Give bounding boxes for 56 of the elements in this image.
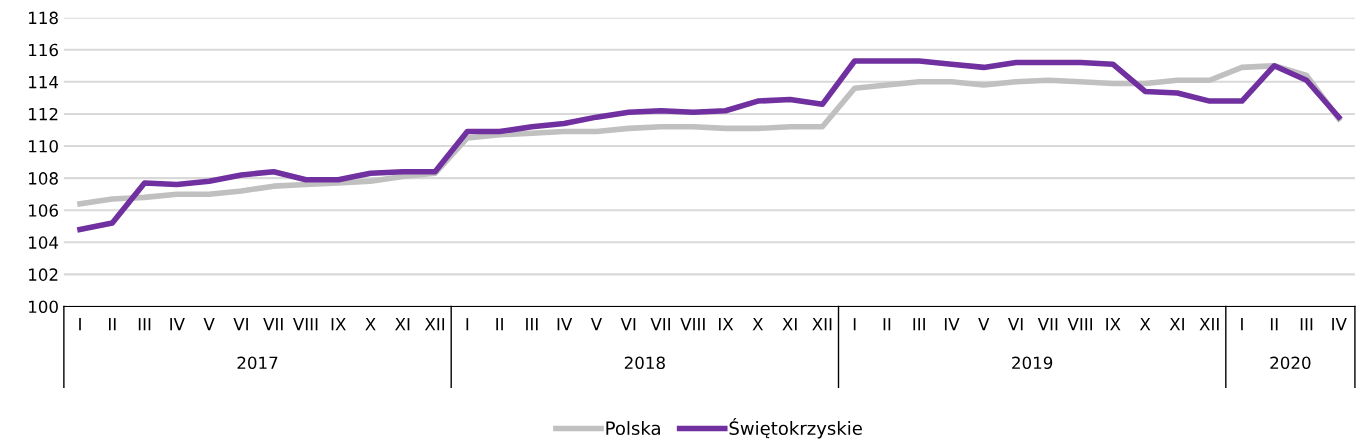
y-tick-label: 100 [29, 300, 58, 314]
x-tick-label: X [752, 318, 763, 331]
x-tick-label: XII [812, 318, 832, 331]
x-tick-label: IX [1106, 318, 1121, 331]
x-tick-label: VI [620, 318, 636, 331]
x-tick-label: VI [233, 318, 248, 331]
x-tick-label: III [138, 318, 151, 331]
x-tick-label: XII [424, 318, 445, 331]
x-tick-label: VI [1007, 318, 1023, 331]
y-tick-label: 108 [29, 172, 58, 185]
x-tick-label: X [365, 318, 376, 331]
x-tick-label: I [853, 318, 856, 331]
x-tick-label: XI [395, 318, 410, 331]
x-tick-label: V [978, 318, 990, 331]
x-tick-label: I [466, 318, 469, 331]
x-tick-label: VIII [293, 318, 318, 331]
y-tick-label: 114 [29, 76, 59, 89]
x-tick-label: II [1270, 318, 1278, 331]
x-tick-label: XII [1199, 318, 1219, 331]
x-tick-label: XI [1169, 318, 1184, 331]
x-tick-label: IV [1332, 318, 1347, 331]
y-tick-label: 118 [29, 11, 58, 25]
x-tick-label: VII [650, 318, 670, 331]
x-tick-label: II [883, 318, 891, 331]
y-tick-label: 106 [29, 204, 58, 217]
x-tick-label: X [1139, 318, 1151, 331]
x-tick-label: I [79, 318, 81, 331]
x-tick-label: II [109, 318, 116, 331]
text: 2019 [1012, 356, 1053, 370]
text: 2020 [1270, 356, 1311, 370]
x-tick-label: IV [944, 318, 960, 331]
x-tick-label: III [526, 318, 538, 331]
x-tick-label: VIII [1067, 318, 1093, 331]
x-tick-label: XI [782, 318, 797, 331]
x-tick-label: II [496, 318, 503, 331]
y-tick-label: 116 [29, 43, 58, 57]
x-tick-label: VIII [680, 318, 705, 331]
y-tick-label: 112 [29, 107, 58, 121]
x-tick-label: IX [719, 318, 734, 331]
x-tick-label: VII [263, 318, 283, 331]
x-tick-label: IV [557, 318, 573, 331]
y-tick-label: 110 [29, 139, 58, 153]
text: 2017 [237, 356, 278, 370]
x-tick-label: V [590, 318, 602, 331]
x-tick-label: III [1300, 318, 1313, 331]
x-tick-label: VII [1037, 318, 1058, 331]
x-tick-label: I [1241, 318, 1243, 331]
y-tick-label: 102 [29, 268, 58, 281]
x-tick-label: IV [170, 318, 185, 331]
legend-label: Polska [606, 421, 660, 436]
x-tick-label: IX [331, 318, 346, 331]
text: 2018 [624, 356, 665, 370]
legend-label: Świętokrzyskie [729, 418, 862, 439]
y-tick-label: 104 [29, 236, 59, 249]
x-tick-label: III [913, 318, 925, 331]
x-tick-label: V [203, 318, 215, 331]
